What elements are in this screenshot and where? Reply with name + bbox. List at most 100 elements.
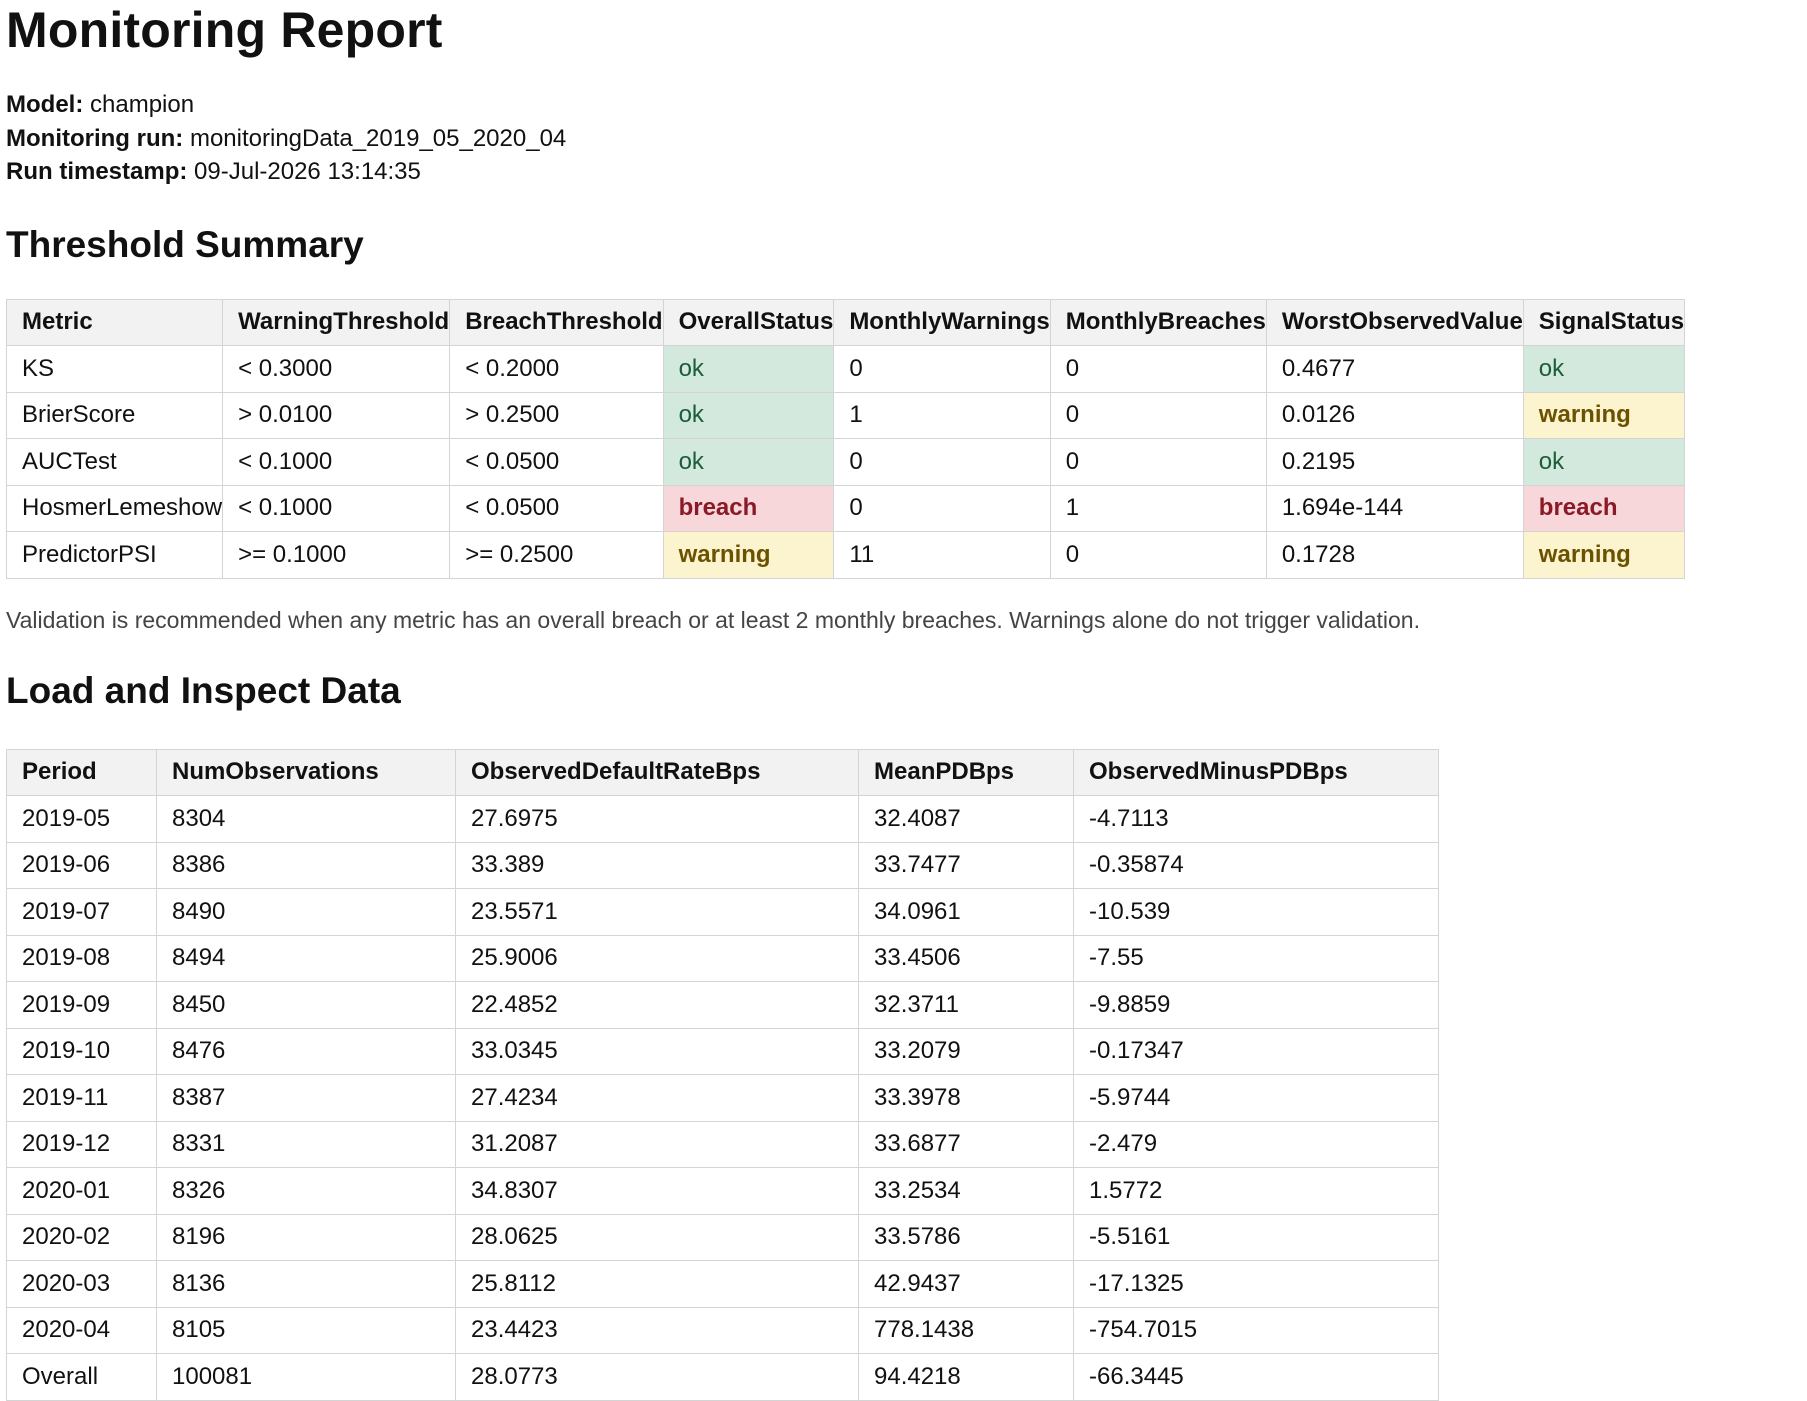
summary-cell-breachthreshold: > 0.2500 bbox=[449, 391, 664, 439]
table-row: Overall 100081 28.0773 94.4218 -66.3445 bbox=[6, 1353, 1439, 1401]
data-cell-observedminuspdbps: -5.9744 bbox=[1073, 1074, 1439, 1122]
data-cell-observedminuspdbps: -7.55 bbox=[1073, 934, 1439, 982]
data-cell-observedminuspdbps: -17.1325 bbox=[1073, 1260, 1439, 1308]
summary-cell-overallstatus: ok bbox=[662, 391, 835, 439]
data-cell-observeddefaultratebps: 23.5571 bbox=[455, 888, 859, 936]
data-cell-numobservations: 8331 bbox=[156, 1120, 456, 1168]
data-cell-meanpdbps: 34.0961 bbox=[858, 888, 1074, 936]
data-cell-observeddefaultratebps: 33.389 bbox=[455, 841, 859, 889]
data-cell-meanpdbps: 33.2534 bbox=[858, 1167, 1074, 1215]
data-cell-observedminuspdbps: -5.5161 bbox=[1073, 1213, 1439, 1261]
table-row: AUCTest < 0.1000 < 0.0500 ok 0 0 0.2195 ok bbox=[5, 438, 1686, 486]
data-cell-numobservations: 8136 bbox=[156, 1260, 456, 1308]
data-cell-observedminuspdbps: -9.8859 bbox=[1073, 981, 1439, 1029]
summary-cell-warningthreshold: >= 0.1000 bbox=[222, 531, 451, 579]
data-cell-meanpdbps: 33.7477 bbox=[858, 841, 1074, 889]
summary-header-monthlybreaches: MonthlyBreaches bbox=[1049, 298, 1267, 346]
summary-cell-worstobservedvalue: 0.4677 bbox=[1265, 345, 1524, 393]
summary-cell-overallstatus: ok bbox=[662, 345, 835, 393]
run-label: Monitoring run: bbox=[6, 124, 184, 152]
data-cell-observeddefaultratebps: 33.0345 bbox=[455, 1027, 859, 1075]
data-cell-period: 2019-06 bbox=[6, 841, 157, 889]
threshold-summary-header-row: Metric WarningThreshold BreachThreshold Ove… bbox=[5, 298, 1686, 346]
threshold-summary-table: Metric WarningThreshold BreachThreshold Ove… bbox=[5, 298, 1686, 579]
summary-cell-breachthreshold: < 0.2000 bbox=[449, 345, 664, 393]
threshold-summary-heading: Threshold Summary bbox=[6, 223, 364, 265]
timestamp-line: Run timestamp: 09-Jul-2026 13:14:35 bbox=[6, 155, 1807, 189]
summary-cell-metric: HosmerLemeshow bbox=[5, 484, 224, 532]
table-row: 2019-11 8387 27.4234 33.3978 -5.9744 bbox=[6, 1074, 1439, 1122]
summary-cell-breachthreshold: >= 0.2500 bbox=[449, 531, 664, 579]
summary-cell-warningthreshold: > 0.0100 bbox=[222, 391, 451, 439]
validation-note: Validation is recommended when any metri… bbox=[6, 606, 1420, 633]
data-cell-numobservations: 8450 bbox=[156, 981, 456, 1029]
summary-cell-monthlybreaches: 0 bbox=[1049, 438, 1267, 486]
summary-cell-monthlybreaches: 0 bbox=[1049, 531, 1267, 579]
data-cell-meanpdbps: 33.4506 bbox=[858, 934, 1074, 982]
table-row: KS < 0.3000 < 0.2000 ok 0 0 0.4677 ok bbox=[5, 345, 1686, 393]
table-row: 2020-04 8105 23.4423 778.1438 -754.7015 bbox=[6, 1306, 1439, 1354]
summary-cell-signalstatus: warning bbox=[1522, 531, 1686, 579]
data-cell-meanpdbps: 32.3711 bbox=[858, 981, 1074, 1029]
data-cell-period: 2019-11 bbox=[6, 1074, 157, 1122]
table-row: PredictorPSI >= 0.1000 >= 0.2500 warning 11 0… bbox=[5, 531, 1686, 579]
summary-cell-worstobservedvalue: 1.694e-144 bbox=[1265, 484, 1524, 532]
summary-cell-breachthreshold: < 0.0500 bbox=[449, 484, 664, 532]
data-cell-period: 2019-12 bbox=[6, 1120, 157, 1168]
data-cell-period: 2020-01 bbox=[6, 1167, 157, 1215]
data-cell-observeddefaultratebps: 31.2087 bbox=[455, 1120, 859, 1168]
model-line: Model: champion bbox=[6, 88, 1807, 122]
data-cell-observeddefaultratebps: 25.8112 bbox=[455, 1260, 859, 1308]
report-metadata: Model: champion Monitoring run: monitori… bbox=[6, 88, 1807, 189]
data-cell-numobservations: 8326 bbox=[156, 1167, 456, 1215]
data-cell-period: 2020-04 bbox=[6, 1306, 157, 1354]
data-cell-observedminuspdbps: -4.7113 bbox=[1073, 795, 1439, 843]
data-cell-period: 2019-10 bbox=[6, 1027, 157, 1075]
data-cell-observeddefaultratebps: 28.0625 bbox=[455, 1213, 859, 1261]
model-label: Model: bbox=[6, 91, 84, 118]
data-cell-meanpdbps: 33.2079 bbox=[858, 1027, 1074, 1075]
data-header-numobservations: NumObservations bbox=[156, 748, 456, 796]
summary-cell-monthlywarnings: 0 bbox=[833, 345, 1051, 393]
data-cell-observedminuspdbps: -754.7015 bbox=[1073, 1306, 1439, 1354]
data-cell-observedminuspdbps: -2.479 bbox=[1073, 1120, 1439, 1168]
table-row: 2019-05 8304 27.6975 32.4087 -4.7113 bbox=[6, 795, 1439, 843]
data-cell-numobservations: 8105 bbox=[156, 1306, 456, 1354]
table-row: 2019-12 8331 31.2087 33.6877 -2.479 bbox=[6, 1120, 1439, 1168]
data-cell-observeddefaultratebps: 22.4852 bbox=[455, 981, 859, 1029]
table-row: BrierScore > 0.0100 > 0.2500 ok 1 0 0.0126 warn… bbox=[5, 391, 1686, 439]
summary-cell-metric: BrierScore bbox=[5, 391, 224, 439]
summary-cell-monthlywarnings: 0 bbox=[833, 438, 1051, 486]
timestamp-label: Run timestamp: bbox=[6, 158, 188, 185]
summary-cell-metric: AUCTest bbox=[5, 438, 224, 486]
summary-cell-monthlybreaches: 0 bbox=[1049, 391, 1267, 439]
data-cell-meanpdbps: 33.6877 bbox=[858, 1120, 1074, 1168]
data-cell-numobservations: 8490 bbox=[156, 888, 456, 936]
data-cell-period: 2019-07 bbox=[6, 888, 157, 936]
summary-cell-worstobservedvalue: 0.0126 bbox=[1265, 391, 1524, 439]
summary-cell-signalstatus: ok bbox=[1522, 345, 1686, 393]
data-cell-meanpdbps: 778.1438 bbox=[858, 1306, 1074, 1354]
summary-cell-breachthreshold: < 0.0500 bbox=[449, 438, 664, 486]
summary-cell-monthlybreaches: 0 bbox=[1049, 345, 1267, 393]
data-cell-numobservations: 8304 bbox=[156, 795, 456, 843]
data-cell-period: Overall bbox=[6, 1353, 157, 1401]
table-row: 2019-06 8386 33.389 33.7477 -0.35874 bbox=[6, 841, 1439, 889]
data-header-period: Period bbox=[6, 748, 157, 796]
table-row: 2019-09 8450 22.4852 32.3711 -9.8859 bbox=[6, 981, 1439, 1029]
data-cell-numobservations: 8196 bbox=[156, 1213, 456, 1261]
load-inspect-table: Period NumObservations ObservedDefaultRate… bbox=[6, 748, 1439, 1401]
summary-header-metric: Metric bbox=[5, 298, 224, 346]
summary-header-worstobservedvalue: WorstObservedValue bbox=[1265, 298, 1524, 346]
data-cell-observedminuspdbps: -10.539 bbox=[1073, 888, 1439, 936]
data-cell-meanpdbps: 33.3978 bbox=[858, 1074, 1074, 1122]
summary-header-warningthreshold: WarningThreshold bbox=[222, 298, 451, 346]
run-line: Monitoring run: monitoringData_2019_05_2… bbox=[6, 122, 1807, 156]
summary-cell-signalstatus: ok bbox=[1522, 438, 1686, 486]
data-cell-observeddefaultratebps: 23.4423 bbox=[455, 1306, 859, 1354]
summary-cell-warningthreshold: < 0.1000 bbox=[222, 484, 451, 532]
data-cell-numobservations: 8494 bbox=[156, 934, 456, 982]
run-value: monitoringData_2019_05_2020_04 bbox=[189, 124, 567, 152]
summary-cell-metric: KS bbox=[5, 345, 224, 393]
